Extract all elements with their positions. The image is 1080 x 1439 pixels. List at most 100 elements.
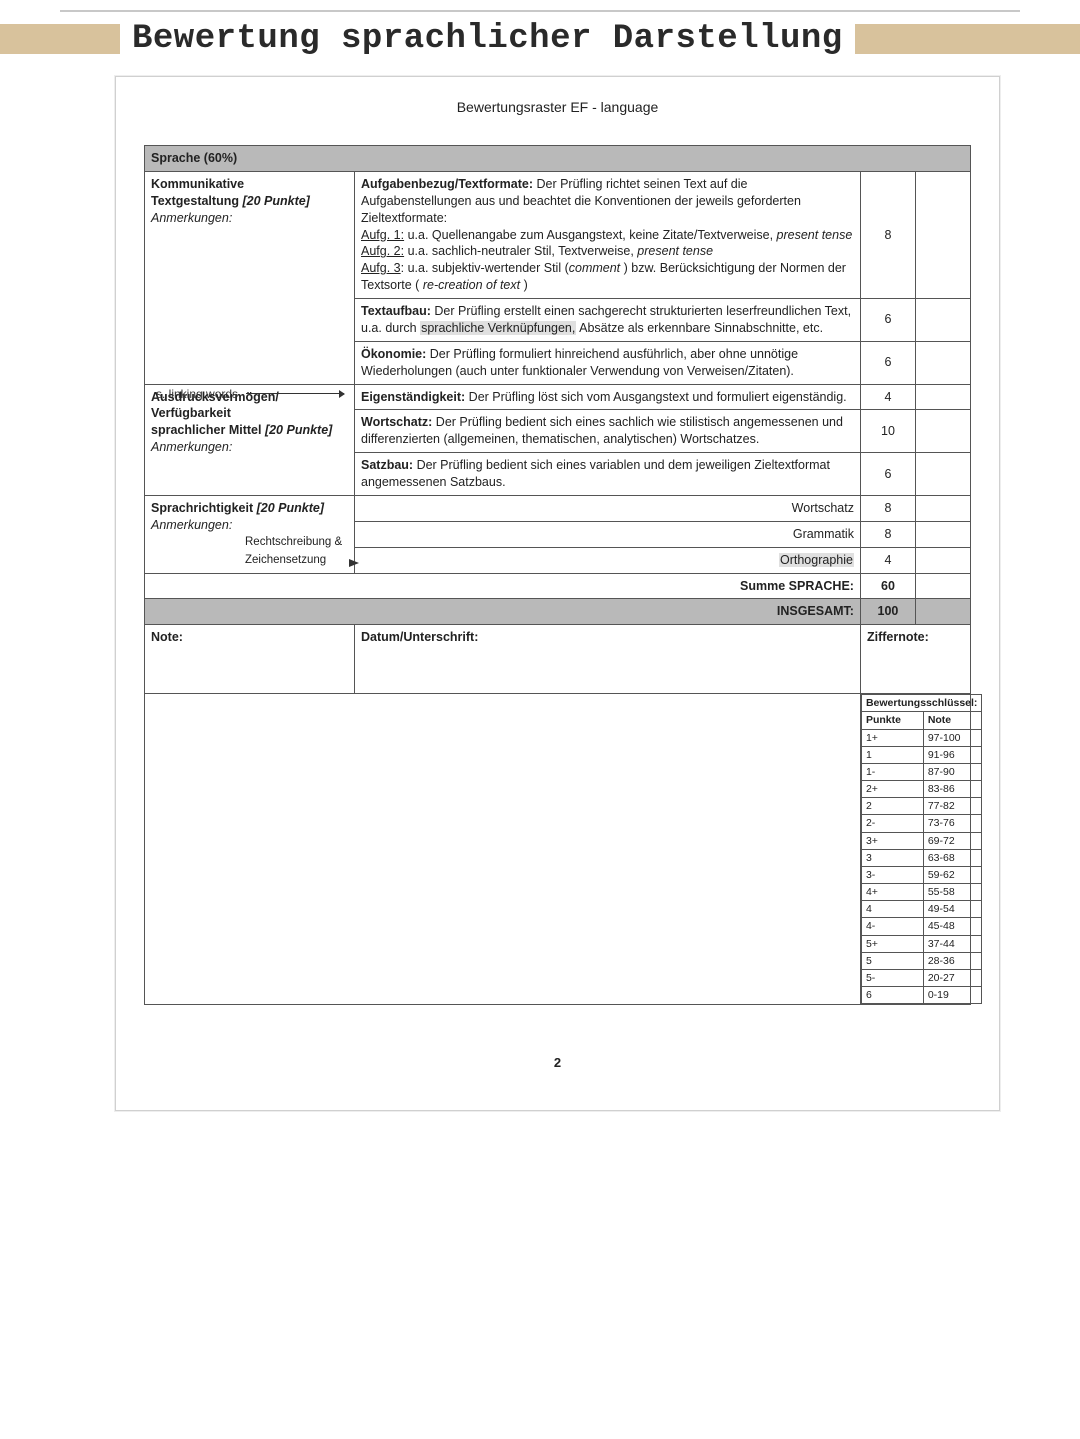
- sum-blank: [915, 573, 970, 599]
- schluessel-note: 37-44: [923, 935, 982, 952]
- section2-row2-desc: Wortschatz: Der Prüfling bedient sich ei…: [355, 410, 861, 453]
- schluessel-row-item: 3-59-62: [861, 866, 981, 883]
- stripe-left: [0, 24, 120, 54]
- section1-row1-blank: [915, 171, 970, 298]
- schluessel-row-item: 3+69-72: [861, 832, 981, 849]
- section3-grammatik-label: Grammatik: [355, 521, 861, 547]
- section3-wortschatz-label: Wortschatz: [355, 495, 861, 521]
- ziffer-cell: Ziffernote:: [860, 625, 970, 694]
- schluessel-punkte: 2-: [861, 815, 923, 832]
- section2-row3-blank: [915, 453, 970, 496]
- schluessel-punkte: 3-: [861, 866, 923, 883]
- section3-label: Sprachrichtigkeit [20 Punkte] Anmerkunge…: [145, 495, 355, 573]
- ins-blank: [915, 599, 970, 625]
- schluessel-row-item: 191-96: [861, 746, 981, 763]
- schluessel-row-item: 1+97-100: [861, 729, 981, 746]
- schluessel-punkte: 1-: [861, 763, 923, 780]
- schluessel-punkte: 5: [861, 952, 923, 969]
- schluessel-row-item: 2+83-86: [861, 781, 981, 798]
- annotation-orthographie: Rechtschreibung & Zeichensetzung: [245, 536, 342, 566]
- section1-row3-pts: 6: [860, 341, 915, 384]
- page-number: 2: [144, 1055, 971, 1070]
- schluessel-punkte: 2+: [861, 781, 923, 798]
- schluessel-punkte: 1+: [861, 729, 923, 746]
- schluessel-row-item: 5-20-27: [861, 970, 981, 987]
- schluessel-punkte: 5-: [861, 970, 923, 987]
- section1-row2-blank: [915, 299, 970, 342]
- section1-row1: Kommunikative Textgestaltung [20 Punkte]…: [145, 171, 971, 298]
- schluessel-punkte: 6: [861, 987, 923, 1004]
- schluessel-punkte: 3+: [861, 832, 923, 849]
- datum-cell: Datum/Unterschrift:: [355, 625, 861, 694]
- section2-row2-blank: [915, 410, 970, 453]
- schluessel-punkte: 4: [861, 901, 923, 918]
- top-rule: [60, 10, 1020, 12]
- arrow-linking-words: [246, 393, 344, 394]
- schluessel-row-item: 60-19: [861, 987, 981, 1004]
- section3-r3-blank: [915, 547, 970, 573]
- schluessel-row-item: 277-82: [861, 798, 981, 815]
- schluessel-punkte: 3: [861, 849, 923, 866]
- section3-orthographie-label: Orthographie: [779, 553, 854, 567]
- schluessel-note: 0-19: [923, 987, 982, 1004]
- schluessel-h2: Note: [923, 712, 982, 729]
- schluessel-note: 49-54: [923, 901, 982, 918]
- schluessel-note: 55-58: [923, 884, 982, 901]
- main-table: Sprache (60%) Kommunikative Textgestaltu…: [144, 145, 971, 1005]
- section2-row1-desc: Eigenständigkeit: Der Prüfling löst sich…: [355, 384, 861, 410]
- schluessel-note: 20-27: [923, 970, 982, 987]
- section3-grammatik-pts: 8: [860, 521, 915, 547]
- section3-orthographie-cell: Orthographie: [355, 547, 861, 573]
- ins-label: INSGESAMT:: [145, 599, 861, 625]
- schluessel-row-item: 5+37-44: [861, 935, 981, 952]
- section1-label: Kommunikative Textgestaltung [20 Punkte]…: [145, 171, 355, 384]
- footer-row: Note: Datum/Unterschrift: Ziffernote:: [145, 625, 971, 694]
- section2-row1: Ausdrucksvermögen/ Verfügbarkeit sprachl…: [145, 384, 971, 410]
- section2-row3-pts: 6: [860, 453, 915, 496]
- section3-row1: Sprachrichtigkeit [20 Punkte] Anmerkunge…: [145, 495, 971, 521]
- insgesamt-row: INSGESAMT: 100: [145, 599, 971, 625]
- schluessel-note: 87-90: [923, 763, 982, 780]
- section2-row3-desc: Satzbau: Der Prüfling bedient sich eines…: [355, 453, 861, 496]
- section1-row2-desc: Textaufbau: Der Prüfling erstellt einen …: [355, 299, 861, 342]
- section3-orthographie-pts: 4: [860, 547, 915, 573]
- header-sprache: Sprache (60%): [145, 146, 971, 172]
- subtitle: Bewertungsraster EF - language: [144, 99, 971, 115]
- section1-row2-pts: 6: [860, 299, 915, 342]
- schluessel-note: 77-82: [923, 798, 982, 815]
- section3-r1-blank: [915, 495, 970, 521]
- header-row: Sprache (60%): [145, 146, 971, 172]
- arrow-head-icon: [349, 559, 359, 567]
- schluessel-note: 83-86: [923, 781, 982, 798]
- section1-row3-blank: [915, 341, 970, 384]
- schluessel-note: 73-76: [923, 815, 982, 832]
- page-title: Bewertung sprachlicher Darstellung: [132, 20, 843, 58]
- sum-pts: 60: [860, 573, 915, 599]
- schluessel-row-item: 4-45-48: [861, 918, 981, 935]
- schluessel-row-item: 363-68: [861, 849, 981, 866]
- schluessel-table: Bewertungsschlüssel: Punkte Note 1+97-10…: [861, 694, 982, 1004]
- schluessel-note: 91-96: [923, 746, 982, 763]
- title-bar: Bewertung sprachlicher Darstellung: [0, 20, 1080, 58]
- section3-r2-blank: [915, 521, 970, 547]
- schluessel-cell: Bewertungsschlüssel: Punkte Note 1+97-10…: [860, 694, 970, 1005]
- schluessel-row-item: 1-87-90: [861, 763, 981, 780]
- section2-row1-blank: [915, 384, 970, 410]
- schluessel-row-item: 4+55-58: [861, 884, 981, 901]
- schluessel-title: Bewertungsschlüssel:: [861, 695, 981, 712]
- schluessel-note: 97-100: [923, 729, 982, 746]
- schluessel-note: 59-62: [923, 866, 982, 883]
- schluessel-punkte: 5+: [861, 935, 923, 952]
- schluessel-h1: Punkte: [861, 712, 923, 729]
- section3-wortschatz-pts: 8: [860, 495, 915, 521]
- schluessel-note: 28-36: [923, 952, 982, 969]
- schluessel-punkte: 4-: [861, 918, 923, 935]
- note-cell: Note:: [145, 625, 355, 694]
- section2-row2-pts: 10: [860, 410, 915, 453]
- document-frame: Bewertungsraster EF - language s. linkin…: [115, 76, 1000, 1111]
- schluessel-blank: [145, 694, 861, 1005]
- schluessel-row-item: 449-54: [861, 901, 981, 918]
- sum-row: Summe SPRACHE: 60: [145, 573, 971, 599]
- schluessel-row: Bewertungsschlüssel: Punkte Note 1+97-10…: [145, 694, 971, 1005]
- section1-row3-desc: Ökonomie: Der Prüfling formuliert hinrei…: [355, 341, 861, 384]
